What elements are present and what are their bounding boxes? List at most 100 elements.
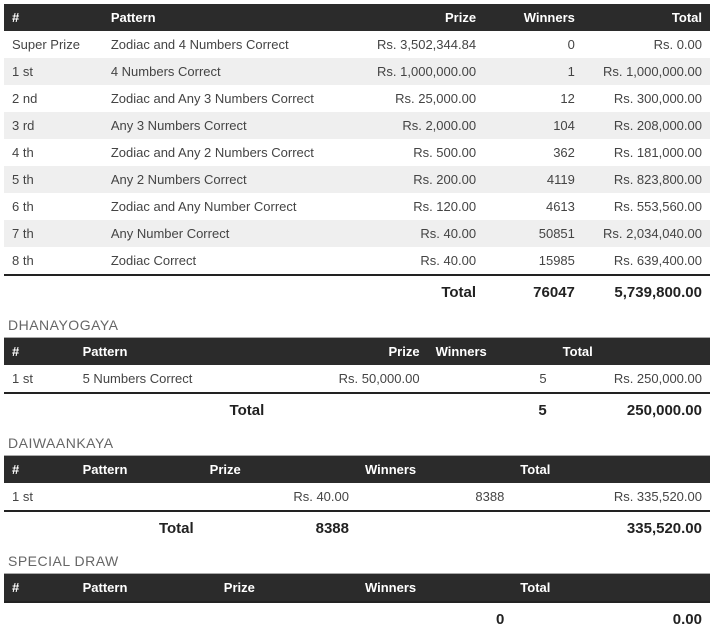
cell: 12 <box>484 85 583 112</box>
total-winners: 76047 <box>484 275 583 309</box>
total-label: Total <box>75 511 202 545</box>
col-rank: # <box>4 4 103 31</box>
cell: Rs. 208,000.00 <box>583 112 710 139</box>
col-prize: Prize <box>272 338 427 365</box>
total-amount: 0.00 <box>512 602 710 636</box>
col-winners: Winners <box>484 4 583 31</box>
special-table: # Pattern Prize Winners Total 0 0.00 <box>4 574 710 636</box>
col-prize: Prize <box>357 4 484 31</box>
main-prize-table: # Pattern Prize Winners Total Super Priz… <box>4 4 710 309</box>
total-winners: 5 <box>428 393 555 427</box>
daiwaankaya-tbody: 1 st Rs. 40.008388Rs. 335,520.00 <box>4 483 710 511</box>
total-label <box>75 602 216 636</box>
cell: 5 th <box>4 166 103 193</box>
table-row: 1 st4 Numbers CorrectRs. 1,000,000.001Rs… <box>4 58 710 85</box>
col-pattern: Pattern <box>103 4 357 31</box>
total-amount: 335,520.00 <box>512 511 710 545</box>
table-header-row: # Pattern Prize Winners Total <box>4 574 710 602</box>
col-total: Total <box>583 4 710 31</box>
cell: 0 <box>484 31 583 58</box>
cell: Rs. 335,520.00 <box>512 483 710 511</box>
cell: Rs. 250,000.00 <box>555 365 710 393</box>
col-total: Total <box>555 338 710 365</box>
cell: Rs. 3,502,344.84 <box>357 31 484 58</box>
table-row: 1 st5 Numbers CorrectRs. 50,000.005Rs. 2… <box>4 365 710 393</box>
cell: Rs. 300,000.00 <box>583 85 710 112</box>
table-row: 5 thAny 2 Numbers CorrectRs. 200.004119R… <box>4 166 710 193</box>
cell: Rs. 120.00 <box>357 193 484 220</box>
col-rank: # <box>4 456 75 483</box>
col-prize: Prize <box>202 456 357 483</box>
col-rank: # <box>4 574 75 602</box>
table-row: 7 thAny Number CorrectRs. 40.0050851Rs. … <box>4 220 710 247</box>
cell: Any 2 Numbers Correct <box>103 166 357 193</box>
col-winners: Winners <box>357 456 512 483</box>
cell: Zodiac and Any 3 Numbers Correct <box>103 85 357 112</box>
dhanayogaya-title: DHANAYOGAYA <box>4 311 710 335</box>
special-title: SPECIAL DRAW <box>4 547 710 571</box>
total-winners: 8388 <box>202 511 357 545</box>
table-row: 4 thZodiac and Any 2 Numbers CorrectRs. … <box>4 139 710 166</box>
cell: 15985 <box>484 247 583 275</box>
main-tbody: Super PrizeZodiac and 4 Numbers CorrectR… <box>4 31 710 275</box>
daiwaankaya-title: DAIWAANKAYA <box>4 429 710 453</box>
cell: Zodiac Correct <box>103 247 357 275</box>
col-rank: # <box>4 338 75 365</box>
col-winners: Winners <box>428 338 555 365</box>
daiwaankaya-total-row: Total 8388 335,520.00 <box>4 511 710 545</box>
table-row: 1 st Rs. 40.008388Rs. 335,520.00 <box>4 483 710 511</box>
table-header-row: # Pattern Prize Winners Total <box>4 4 710 31</box>
col-total: Total <box>512 456 710 483</box>
cell: Zodiac and 4 Numbers Correct <box>103 31 357 58</box>
col-winners: Winners <box>357 574 512 602</box>
cell: 1 <box>484 58 583 85</box>
dhanayogaya-tbody: 1 st5 Numbers CorrectRs. 50,000.005Rs. 2… <box>4 365 710 393</box>
cell: 1 st <box>4 58 103 85</box>
special-total-row: 0 0.00 <box>4 602 710 636</box>
cell: 50851 <box>484 220 583 247</box>
cell: 1 st <box>4 365 75 393</box>
cell: Rs. 500.00 <box>357 139 484 166</box>
cell: 8 th <box>4 247 103 275</box>
cell <box>75 483 202 511</box>
table-row: 2 ndZodiac and Any 3 Numbers CorrectRs. … <box>4 85 710 112</box>
cell: 4613 <box>484 193 583 220</box>
cell: Zodiac and Any Number Correct <box>103 193 357 220</box>
table-header-row: # Pattern Prize Winners Total <box>4 456 710 483</box>
cell: 4 Numbers Correct <box>103 58 357 85</box>
cell: Rs. 1,000,000.00 <box>583 58 710 85</box>
cell: Rs. 40.00 <box>357 247 484 275</box>
cell: Rs. 40.00 <box>357 220 484 247</box>
cell: 4 th <box>4 139 103 166</box>
total-amount: 250,000.00 <box>555 393 710 427</box>
cell: 104 <box>484 112 583 139</box>
table-row: 8 thZodiac CorrectRs. 40.0015985Rs. 639,… <box>4 247 710 275</box>
cell: Rs. 181,000.00 <box>583 139 710 166</box>
dhanayogaya-total-row: Total 5 250,000.00 <box>4 393 710 427</box>
cell: Rs. 1,000,000.00 <box>357 58 484 85</box>
cell: Rs. 0.00 <box>583 31 710 58</box>
cell: Rs. 40.00 <box>202 483 357 511</box>
table-row: 6 thZodiac and Any Number CorrectRs. 120… <box>4 193 710 220</box>
cell: Rs. 25,000.00 <box>357 85 484 112</box>
main-total-row: Total 76047 5,739,800.00 <box>4 275 710 309</box>
cell: 7 th <box>4 220 103 247</box>
cell: 5 Numbers Correct <box>75 365 273 393</box>
cell: 362 <box>484 139 583 166</box>
cell: Rs. 2,000.00 <box>357 112 484 139</box>
cell: Rs. 2,034,040.00 <box>583 220 710 247</box>
total-label: Total <box>75 393 273 427</box>
cell: Rs. 50,000.00 <box>272 365 427 393</box>
cell: Any 3 Numbers Correct <box>103 112 357 139</box>
cell: 1 st <box>4 483 75 511</box>
col-pattern: Pattern <box>75 574 216 602</box>
cell: Any Number Correct <box>103 220 357 247</box>
table-row: 3 rdAny 3 Numbers CorrectRs. 2,000.00104… <box>4 112 710 139</box>
table-header-row: # Pattern Prize Winners Total <box>4 338 710 365</box>
cell: 5 <box>428 365 555 393</box>
dhanayogaya-table: # Pattern Prize Winners Total 1 st5 Numb… <box>4 338 710 427</box>
cell: 2 nd <box>4 85 103 112</box>
col-total: Total <box>512 574 710 602</box>
cell: 3 rd <box>4 112 103 139</box>
cell: 8388 <box>357 483 512 511</box>
